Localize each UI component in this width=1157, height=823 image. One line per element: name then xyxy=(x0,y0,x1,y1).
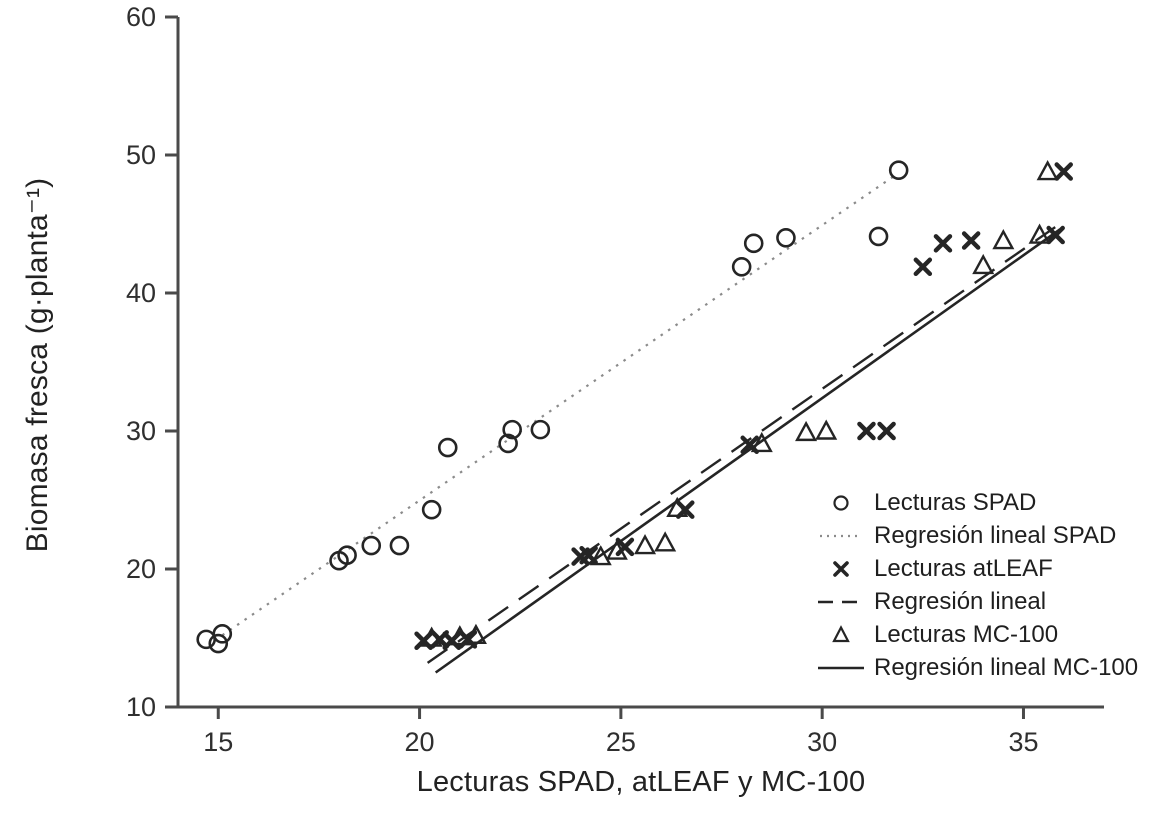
x-axis-title: Lecturas SPAD, atLEAF y MC-100 xyxy=(416,766,866,798)
data-point-x xyxy=(615,537,635,557)
data-point-circle xyxy=(776,228,796,248)
legend-item: Lecturas MC-100 xyxy=(818,618,1138,651)
legend-x-icon xyxy=(833,560,849,577)
data-point-triangle xyxy=(420,626,443,647)
data-point-circle xyxy=(361,535,382,556)
data-point-triangle xyxy=(666,496,689,517)
legend-item: Lecturas atLEAF xyxy=(818,552,1138,585)
data-point-triangle xyxy=(654,531,677,552)
data-point-x xyxy=(933,234,953,253)
data-point-x xyxy=(913,257,933,277)
data-point-x xyxy=(961,231,981,250)
legend-item: Regresión lineal MC-100 xyxy=(818,651,1138,684)
data-point-circle xyxy=(731,256,752,277)
y-tick-label: 40 xyxy=(126,278,156,308)
data-point-circle xyxy=(337,545,357,566)
legend-item: Regresión lineal SPAD xyxy=(818,519,1138,552)
data-point-x xyxy=(1046,225,1065,245)
data-point-triangle xyxy=(750,431,773,453)
y-axis-title: Biomasa fresca (g·planta⁻¹) xyxy=(21,177,54,553)
x-tick-label: 15 xyxy=(203,727,233,757)
legend-triangle-icon xyxy=(832,624,850,642)
data-point-x xyxy=(1054,162,1073,181)
y-tick-label: 60 xyxy=(126,2,156,32)
legend-label: Regresión lineal xyxy=(874,587,1047,615)
data-point-circle xyxy=(502,419,522,440)
x-tick-label: 30 xyxy=(807,727,837,757)
legend-circle-icon xyxy=(833,494,849,511)
legend-dashed-icon xyxy=(818,600,864,603)
legend-label: Lecturas MC-100 xyxy=(874,620,1059,648)
legend-label: Regresión lineal MC-100 xyxy=(874,653,1139,681)
data-point-circle xyxy=(208,633,229,654)
data-point-circle xyxy=(888,160,909,180)
data-point-triangle xyxy=(795,420,818,442)
data-point-circle xyxy=(212,624,233,644)
data-point-triangle xyxy=(634,534,657,555)
data-point-triangle xyxy=(972,253,995,275)
y-tick-label: 30 xyxy=(126,416,156,446)
data-point-triangle xyxy=(605,539,628,560)
legend-item: Lecturas SPAD xyxy=(818,486,1138,519)
regression-line xyxy=(426,223,1061,664)
y-tick-label: 20 xyxy=(126,554,156,584)
legend: Lecturas SPAD Regresión lineal SPAD Lectur… xyxy=(818,486,1138,684)
data-point-circle xyxy=(868,226,889,247)
data-point-triangle xyxy=(589,545,612,566)
x-tick-label: 35 xyxy=(1008,727,1038,757)
data-point-circle xyxy=(530,419,551,440)
legend-solid-icon xyxy=(818,666,864,669)
data-point-triangle xyxy=(992,229,1015,250)
data-point-circle xyxy=(743,233,764,254)
x-tick-label: 20 xyxy=(405,727,435,757)
y-tick-label: 10 xyxy=(126,692,156,722)
data-point-triangle xyxy=(1028,223,1051,244)
y-tick-label: 50 xyxy=(126,140,156,170)
data-point-x xyxy=(857,421,876,441)
data-point-triangle xyxy=(448,625,471,646)
data-point-circle xyxy=(421,499,442,520)
legend-label: Regresión lineal SPAD xyxy=(874,521,1117,549)
data-point-x xyxy=(877,421,896,441)
data-point-circle xyxy=(498,433,518,454)
legend-label: Lecturas SPAD xyxy=(874,488,1037,516)
legend-label: Lecturas atLEAF xyxy=(874,554,1053,582)
legend-dotted-icon xyxy=(820,534,862,537)
regression-line xyxy=(434,228,1061,674)
regression-line xyxy=(221,173,898,637)
legend-item: Regresión lineal xyxy=(818,585,1138,618)
data-point-triangle xyxy=(464,623,487,644)
data-point-triangle xyxy=(815,419,838,440)
x-tick-label: 25 xyxy=(606,727,636,757)
data-point-circle xyxy=(437,437,458,458)
data-point-triangle xyxy=(1036,160,1059,181)
data-point-circle xyxy=(389,535,410,556)
